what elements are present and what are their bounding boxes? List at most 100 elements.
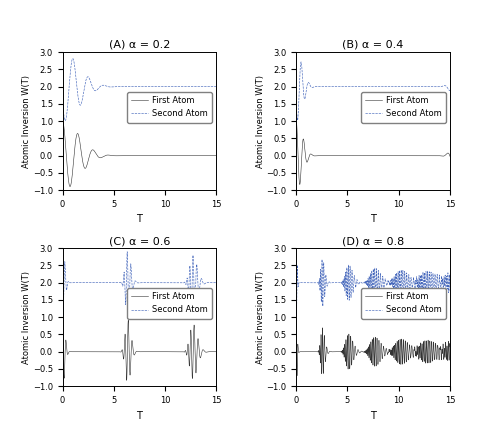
Second Atom <box>293 99 299 104</box>
Second Atom <box>394 282 400 287</box>
First Atom <box>88 150 94 155</box>
Second Atom <box>298 59 304 65</box>
First Atom <box>88 349 94 354</box>
First Atom <box>293 315 299 320</box>
First Atom <box>408 153 414 158</box>
First Atom <box>386 350 392 355</box>
Second Atom <box>214 84 220 89</box>
First Atom <box>174 153 180 158</box>
Second Atom <box>352 281 358 286</box>
Second Atom <box>386 278 392 283</box>
Legend: First Atom, Second Atom: First Atom, Second Atom <box>127 92 212 122</box>
Line: Second Atom: Second Atom <box>296 260 450 316</box>
First Atom <box>394 153 400 158</box>
Second Atom <box>88 280 94 285</box>
Second Atom <box>160 84 166 89</box>
First Atom <box>60 315 66 320</box>
Title: (B) α = 0.4: (B) α = 0.4 <box>342 40 404 50</box>
First Atom <box>186 153 192 158</box>
First Atom <box>160 349 166 354</box>
Line: Second Atom: Second Atom <box>62 59 216 121</box>
Second Atom <box>420 84 426 89</box>
Second Atom <box>152 280 158 285</box>
First Atom <box>420 359 426 364</box>
Legend: First Atom, Second Atom: First Atom, Second Atom <box>361 288 446 319</box>
First Atom <box>386 153 392 158</box>
Line: First Atom: First Atom <box>296 121 450 184</box>
Title: (A) α = 0.2: (A) α = 0.2 <box>108 40 170 50</box>
First Atom <box>447 344 453 349</box>
First Atom <box>420 153 426 158</box>
Second Atom <box>174 84 180 89</box>
Line: First Atom: First Atom <box>62 317 216 380</box>
First Atom <box>297 182 303 187</box>
Second Atom <box>174 280 180 285</box>
First Atom <box>394 355 400 361</box>
First Atom <box>352 153 358 158</box>
Second Atom <box>352 84 358 89</box>
First Atom <box>118 349 124 354</box>
Second Atom <box>62 118 68 123</box>
First Atom <box>67 184 73 189</box>
Second Atom <box>70 56 76 61</box>
Second Atom <box>408 84 414 89</box>
Second Atom <box>293 294 299 299</box>
Second Atom <box>186 283 192 288</box>
First Atom <box>160 153 166 158</box>
Second Atom <box>186 84 192 89</box>
Y-axis label: Atomic Inversion W(T): Atomic Inversion W(T) <box>256 271 265 364</box>
First Atom <box>152 153 158 158</box>
Second Atom <box>60 294 66 299</box>
Second Atom <box>408 275 414 280</box>
First Atom <box>60 118 66 124</box>
First Atom <box>124 378 130 383</box>
First Atom <box>352 344 358 349</box>
Legend: First Atom, Second Atom: First Atom, Second Atom <box>361 92 446 122</box>
Second Atom <box>319 257 325 262</box>
Line: First Atom: First Atom <box>296 317 450 376</box>
Second Atom <box>118 279 124 285</box>
First Atom <box>214 349 220 354</box>
First Atom <box>408 352 414 358</box>
First Atom <box>214 153 220 158</box>
First Atom <box>118 153 124 158</box>
Second Atom <box>321 84 327 89</box>
X-axis label: T: T <box>136 411 142 421</box>
First Atom <box>186 358 192 364</box>
First Atom <box>321 153 327 158</box>
Second Atom <box>60 99 66 104</box>
First Atom <box>152 349 158 354</box>
Second Atom <box>394 84 400 89</box>
Second Atom <box>294 118 300 123</box>
Second Atom <box>88 79 94 84</box>
X-axis label: T: T <box>136 214 142 224</box>
Line: Second Atom: Second Atom <box>296 62 450 120</box>
Second Atom <box>152 84 158 89</box>
Line: First Atom: First Atom <box>62 121 216 187</box>
Line: Second Atom: Second Atom <box>62 252 216 316</box>
Second Atom <box>60 313 66 319</box>
Y-axis label: Atomic Inversion W(T): Atomic Inversion W(T) <box>22 271 32 364</box>
X-axis label: T: T <box>370 411 376 421</box>
Second Atom <box>294 313 300 318</box>
First Atom <box>174 349 180 354</box>
First Atom <box>447 154 453 159</box>
Second Atom <box>420 276 426 281</box>
Second Atom <box>447 88 453 93</box>
First Atom <box>321 334 327 339</box>
Title: (C) α = 0.6: (C) α = 0.6 <box>108 236 170 246</box>
Y-axis label: Atomic Inversion W(T): Atomic Inversion W(T) <box>256 75 265 168</box>
Second Atom <box>214 280 220 285</box>
Second Atom <box>118 84 124 89</box>
First Atom <box>293 118 299 124</box>
Second Atom <box>160 280 166 285</box>
Second Atom <box>321 280 327 286</box>
Second Atom <box>447 289 453 294</box>
Second Atom <box>386 84 392 89</box>
Title: (D) α = 0.8: (D) α = 0.8 <box>342 236 404 246</box>
Legend: First Atom, Second Atom: First Atom, Second Atom <box>127 288 212 319</box>
Second Atom <box>124 249 130 254</box>
First Atom <box>294 373 300 378</box>
X-axis label: T: T <box>370 214 376 224</box>
Y-axis label: Atomic Inversion W(T): Atomic Inversion W(T) <box>22 75 32 168</box>
